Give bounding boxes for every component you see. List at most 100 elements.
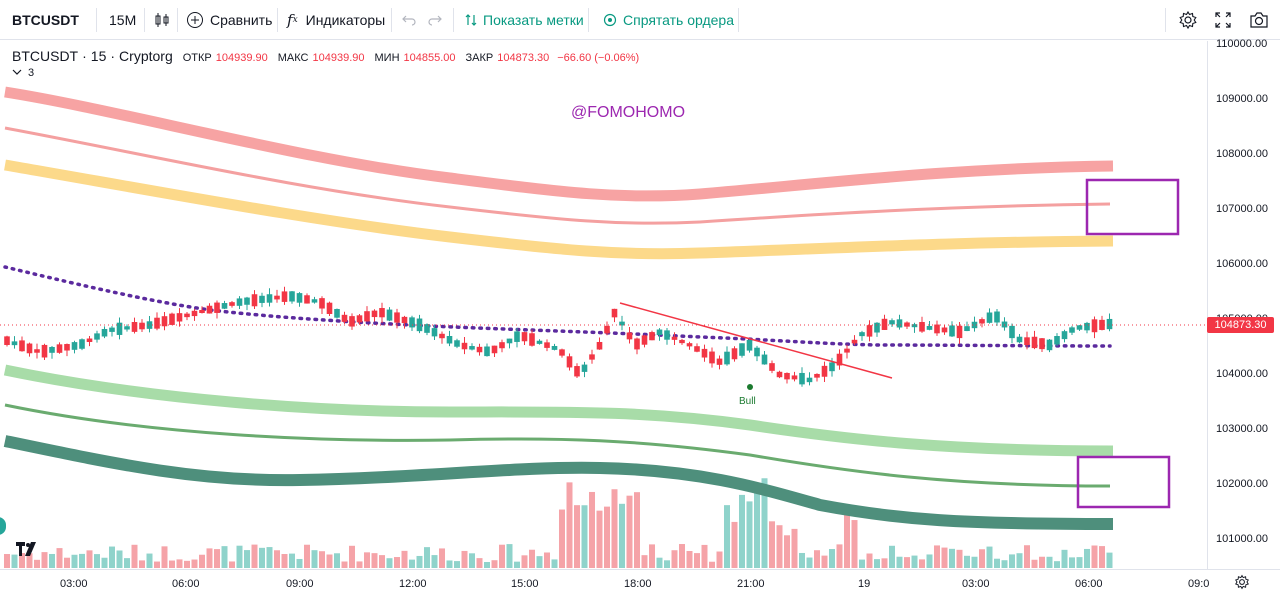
chevron-down-icon	[12, 67, 22, 79]
volume-bar	[319, 551, 325, 568]
toolbar-divider	[453, 8, 454, 32]
candle-body	[686, 343, 693, 347]
time-tick-label: 21:00	[737, 578, 765, 590]
candle-body	[41, 344, 48, 358]
toolbar-divider	[177, 8, 178, 32]
candle-body	[109, 327, 115, 332]
indicators-toggle[interactable]: 3	[12, 67, 34, 79]
chart-type-button[interactable]	[153, 0, 171, 40]
volume-bar	[1031, 559, 1038, 568]
volume-bar	[926, 554, 933, 568]
candle-body	[19, 340, 25, 352]
volume-bar	[529, 549, 535, 568]
candle-body	[671, 336, 678, 340]
volume-bar	[169, 560, 175, 568]
volume-bar	[1106, 552, 1113, 568]
candle-body	[229, 302, 235, 306]
redo-button[interactable]	[427, 0, 443, 40]
undo-button[interactable]	[401, 0, 417, 40]
sort-arrows-icon	[465, 13, 477, 27]
volume-bar	[1076, 557, 1083, 568]
candle-body	[1024, 337, 1030, 346]
snapshot-button[interactable]	[1249, 0, 1269, 40]
candle-body	[1091, 319, 1098, 333]
target-box-lower	[1076, 455, 1171, 509]
symbol-search-button[interactable]: BTCUSDT	[12, 0, 79, 40]
candle-body	[34, 349, 40, 353]
redo-icon	[427, 12, 443, 28]
volume-bar	[491, 560, 498, 568]
candle-body	[94, 333, 100, 340]
upper-red-band	[4, 86, 1114, 202]
candle-body	[979, 319, 985, 324]
chart-pane[interactable]	[0, 41, 1207, 569]
legend-symbol[interactable]: BTCUSDT	[12, 48, 79, 64]
indicators-label: Индикаторы	[305, 12, 386, 28]
candle-body	[26, 343, 33, 354]
volume-bar	[131, 544, 138, 568]
indicator-count: 3	[28, 67, 35, 79]
candle-body	[401, 316, 408, 324]
volume-bar	[994, 558, 1000, 568]
candle-body	[1016, 336, 1023, 343]
candle-body	[956, 325, 963, 339]
side-panel-handle[interactable]	[0, 517, 6, 535]
volume-bar	[334, 553, 340, 568]
candle-body	[139, 322, 145, 330]
volume-bar	[506, 544, 513, 568]
fullscreen-button[interactable]	[1214, 0, 1232, 40]
volume-bar	[596, 510, 603, 568]
volume-bar	[559, 509, 565, 568]
settings-button[interactable]	[1178, 0, 1198, 40]
volume-bar	[694, 553, 700, 568]
volume-bar	[184, 560, 190, 568]
candle-body	[559, 349, 565, 356]
candle-body	[176, 313, 183, 322]
candle-body	[964, 326, 970, 332]
candle-body	[589, 354, 595, 360]
candle-body	[514, 331, 520, 342]
interval-button[interactable]: 15M	[109, 0, 136, 40]
price-axis[interactable]: 110000.00 109000.00 108000.00 107000.00 1060…	[1207, 38, 1280, 569]
time-axis[interactable]: 03:00 06:00 09:00 12:00 15:00 18:00 21:00 19 03:…	[0, 569, 1280, 602]
volume-bar	[611, 489, 618, 568]
volume-bar	[41, 552, 48, 568]
candle-body	[319, 298, 325, 309]
candle-body	[124, 326, 130, 330]
show-marks-button[interactable]: Показать метки	[465, 0, 584, 40]
candle-body	[251, 294, 258, 307]
axis-settings-button[interactable]	[1234, 574, 1250, 595]
tradingview-logo[interactable]	[16, 540, 40, 561]
chart-canvas[interactable]	[0, 41, 1207, 569]
candle-body	[1046, 339, 1053, 351]
volume-bar	[551, 559, 558, 568]
volume-bar	[259, 547, 265, 568]
hide-orders-button[interactable]: Спрятать ордера	[603, 0, 734, 40]
last-price-label: 104873.30	[1207, 317, 1274, 333]
volume-bar	[724, 505, 730, 568]
symbol-label: BTCUSDT	[12, 12, 79, 28]
candle-body	[1069, 327, 1075, 333]
candle-body	[334, 308, 340, 318]
volume-bar	[1024, 545, 1030, 568]
candle-body	[536, 340, 543, 344]
volume-bar	[851, 520, 858, 568]
volume-bar	[874, 559, 880, 568]
volume-bar	[221, 546, 228, 568]
candle-body	[971, 321, 978, 329]
volume-bar	[746, 501, 753, 568]
volume-bar	[1001, 560, 1008, 568]
candle-body	[506, 338, 513, 344]
gear-icon	[1178, 10, 1198, 30]
candle-body	[259, 295, 265, 303]
volume-bar	[86, 550, 93, 568]
compare-button[interactable]: Сравнить	[186, 0, 272, 40]
volume-bar	[401, 550, 408, 568]
volume-bar	[626, 495, 633, 568]
candle-body	[289, 291, 295, 302]
legend-open-label: ОТКР	[182, 52, 212, 64]
upper-yellow-band	[4, 159, 1114, 260]
volume-bar	[904, 557, 910, 568]
candle-body	[409, 317, 415, 328]
